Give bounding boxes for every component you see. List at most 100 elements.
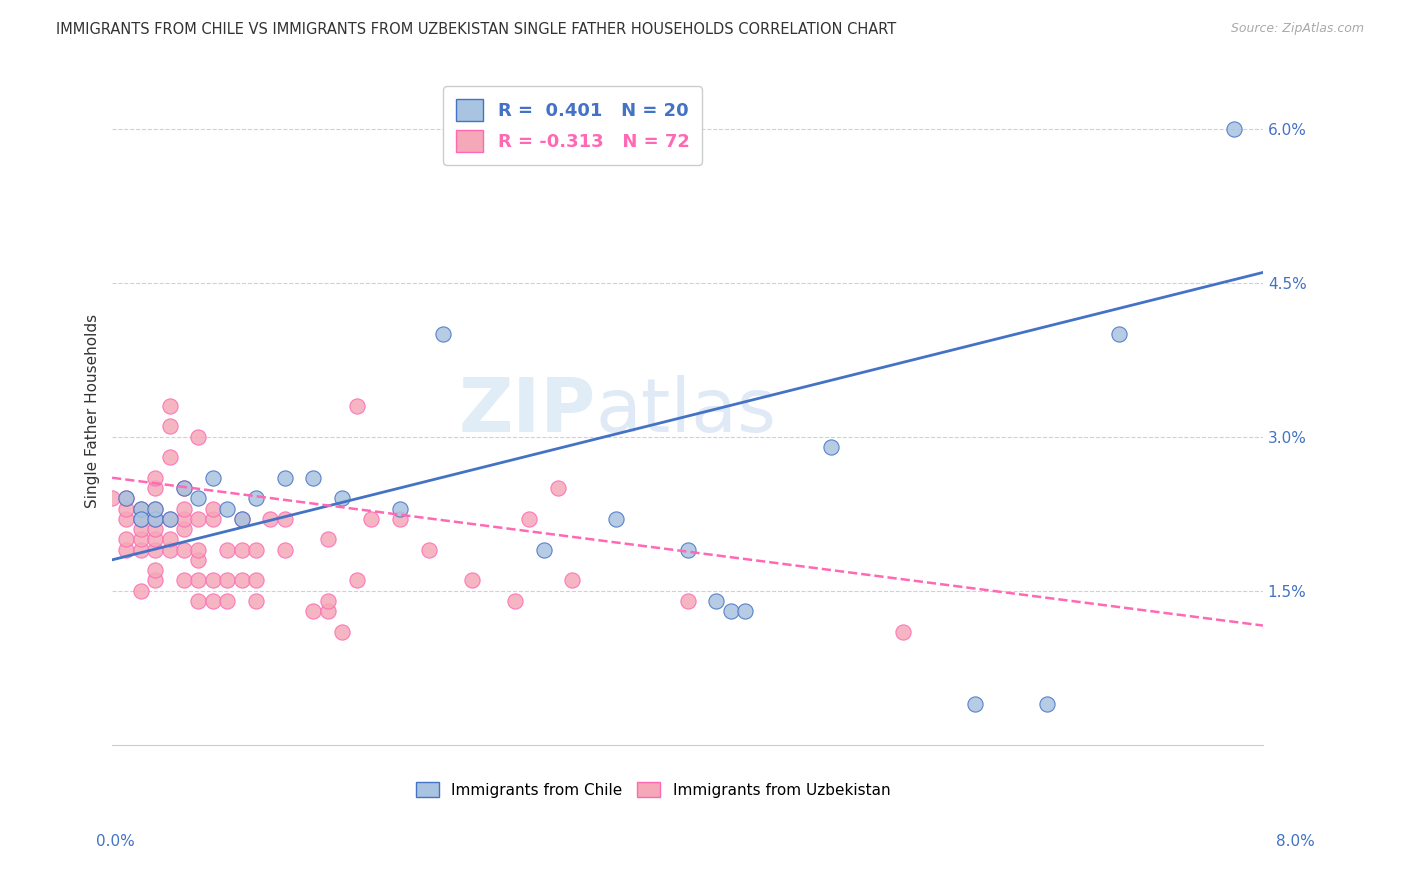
Point — [432, 326, 454, 341]
Point — [704, 594, 727, 608]
Point — [159, 450, 181, 465]
Point — [101, 491, 124, 506]
Point — [346, 574, 368, 588]
Point — [302, 604, 325, 618]
Point — [159, 399, 181, 413]
Point — [418, 542, 440, 557]
Point — [316, 594, 339, 608]
Point — [201, 512, 224, 526]
Point — [503, 594, 526, 608]
Point — [201, 594, 224, 608]
Point — [245, 491, 267, 506]
Point — [187, 574, 209, 588]
Point — [173, 481, 195, 495]
Point — [201, 471, 224, 485]
Point — [187, 553, 209, 567]
Point — [259, 512, 281, 526]
Legend: Immigrants from Chile, Immigrants from Uzbekistan: Immigrants from Chile, Immigrants from U… — [409, 775, 896, 804]
Text: IMMIGRANTS FROM CHILE VS IMMIGRANTS FROM UZBEKISTAN SINGLE FATHER HOUSEHOLDS COR: IMMIGRANTS FROM CHILE VS IMMIGRANTS FROM… — [56, 22, 897, 37]
Point — [217, 574, 239, 588]
Text: ZIP: ZIP — [458, 375, 595, 448]
Point — [547, 481, 569, 495]
Point — [143, 542, 166, 557]
Point — [129, 501, 152, 516]
Point — [274, 471, 297, 485]
Point — [605, 512, 627, 526]
Point — [217, 594, 239, 608]
Point — [231, 512, 253, 526]
Text: 8.0%: 8.0% — [1275, 834, 1315, 849]
Point — [187, 542, 209, 557]
Point — [231, 512, 253, 526]
Point — [115, 501, 138, 516]
Point — [676, 542, 699, 557]
Point — [245, 594, 267, 608]
Y-axis label: Single Father Households: Single Father Households — [86, 314, 100, 508]
Point — [129, 583, 152, 598]
Point — [173, 501, 195, 516]
Point — [129, 512, 152, 526]
Point — [159, 512, 181, 526]
Point — [187, 512, 209, 526]
Point — [1036, 697, 1059, 711]
Point — [360, 512, 382, 526]
Point — [316, 533, 339, 547]
Point — [187, 430, 209, 444]
Point — [1223, 121, 1246, 136]
Point — [891, 624, 914, 639]
Point — [965, 697, 987, 711]
Point — [159, 533, 181, 547]
Point — [143, 481, 166, 495]
Point — [820, 440, 842, 454]
Point — [720, 604, 742, 618]
Point — [115, 533, 138, 547]
Point — [561, 574, 583, 588]
Text: Source: ZipAtlas.com: Source: ZipAtlas.com — [1230, 22, 1364, 36]
Point — [129, 501, 152, 516]
Point — [159, 512, 181, 526]
Point — [245, 574, 267, 588]
Point — [201, 574, 224, 588]
Point — [461, 574, 484, 588]
Text: atlas: atlas — [595, 375, 776, 448]
Point — [173, 522, 195, 536]
Point — [173, 542, 195, 557]
Point — [388, 501, 411, 516]
Point — [129, 542, 152, 557]
Point — [201, 501, 224, 516]
Point — [143, 501, 166, 516]
Point — [143, 512, 166, 526]
Point — [330, 491, 353, 506]
Point — [143, 522, 166, 536]
Point — [143, 563, 166, 577]
Point — [143, 533, 166, 547]
Point — [217, 501, 239, 516]
Point — [115, 491, 138, 506]
Point — [217, 542, 239, 557]
Point — [231, 542, 253, 557]
Point — [274, 512, 297, 526]
Point — [129, 512, 152, 526]
Point — [187, 491, 209, 506]
Point — [388, 512, 411, 526]
Point — [143, 574, 166, 588]
Point — [115, 542, 138, 557]
Point — [159, 542, 181, 557]
Point — [330, 624, 353, 639]
Point — [187, 594, 209, 608]
Point — [143, 501, 166, 516]
Point — [346, 399, 368, 413]
Point — [533, 542, 555, 557]
Text: 0.0%: 0.0% — [96, 834, 135, 849]
Point — [302, 471, 325, 485]
Point — [173, 512, 195, 526]
Point — [129, 533, 152, 547]
Point — [245, 542, 267, 557]
Point — [274, 542, 297, 557]
Point — [231, 574, 253, 588]
Point — [115, 512, 138, 526]
Point — [159, 419, 181, 434]
Point — [129, 522, 152, 536]
Point — [173, 574, 195, 588]
Point — [676, 594, 699, 608]
